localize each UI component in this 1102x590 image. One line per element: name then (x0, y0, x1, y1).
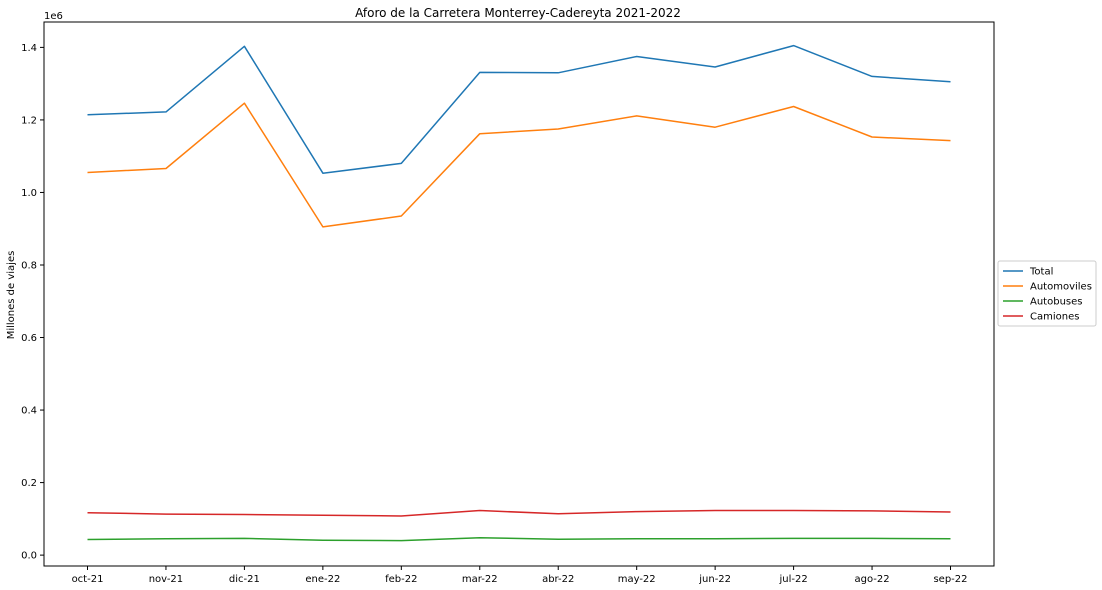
x-tick-label: nov-21 (149, 574, 183, 585)
series-line-automoviles (87, 102, 951, 228)
x-tick-label: ago-22 (854, 574, 889, 585)
y-offset-label: 1e6 (44, 11, 63, 22)
plot-frame (43, 21, 995, 567)
legend-box (997, 260, 1097, 327)
x-tick-label: mar-22 (462, 574, 498, 585)
chart-title: Aforo de la Carretera Monterrey-Cadereyt… (355, 6, 681, 20)
x-tick-label: feb-22 (385, 574, 417, 585)
y-tick-label: 1.0 (21, 188, 37, 199)
x-tick-label: sep-22 (933, 574, 967, 585)
ticks-layer: 0.0 0.2 0.4 0.6 0.8 1.0 1.2 1.4 oct-21 nov-21 dic-… (21, 43, 967, 585)
x-tick-label: abr-22 (542, 574, 574, 585)
y-tick-label: 1.4 (21, 43, 37, 54)
legend-label-camiones: Camiones (1030, 312, 1079, 323)
y-tick-label: 1.2 (21, 115, 37, 126)
y-tick-label: 0.6 (21, 333, 37, 344)
x-tick-label: jul-22 (778, 574, 807, 585)
x-tick-label: oct-21 (72, 574, 104, 585)
series-line-total (87, 44, 951, 174)
series-line-autobuses (87, 536, 951, 542)
x-tick-label: dic-21 (229, 574, 260, 585)
x-tick-label: jun-22 (698, 574, 731, 585)
series-line-camiones (87, 509, 951, 517)
y-tick-label: 0.0 (21, 551, 37, 562)
y-tick-label: 0.4 (21, 406, 37, 417)
y-tick-label: 0.8 (21, 260, 37, 271)
x-tick-label: may-22 (618, 574, 656, 585)
x-tick-label: ene-22 (305, 574, 340, 585)
legend-label-automoviles: Automoviles (1030, 282, 1092, 293)
legend-label-total: Total (1029, 267, 1053, 278)
y-tick-label: 0.2 (21, 478, 37, 489)
legend: Total Automoviles Autobuses Camiones (997, 260, 1097, 327)
legend-entries: Total Automoviles Autobuses Camiones (1003, 267, 1092, 323)
legend-label-autobuses: Autobuses (1030, 297, 1082, 308)
y-axis-label: Millones de viajes (6, 251, 17, 340)
series-layer (87, 44, 951, 542)
